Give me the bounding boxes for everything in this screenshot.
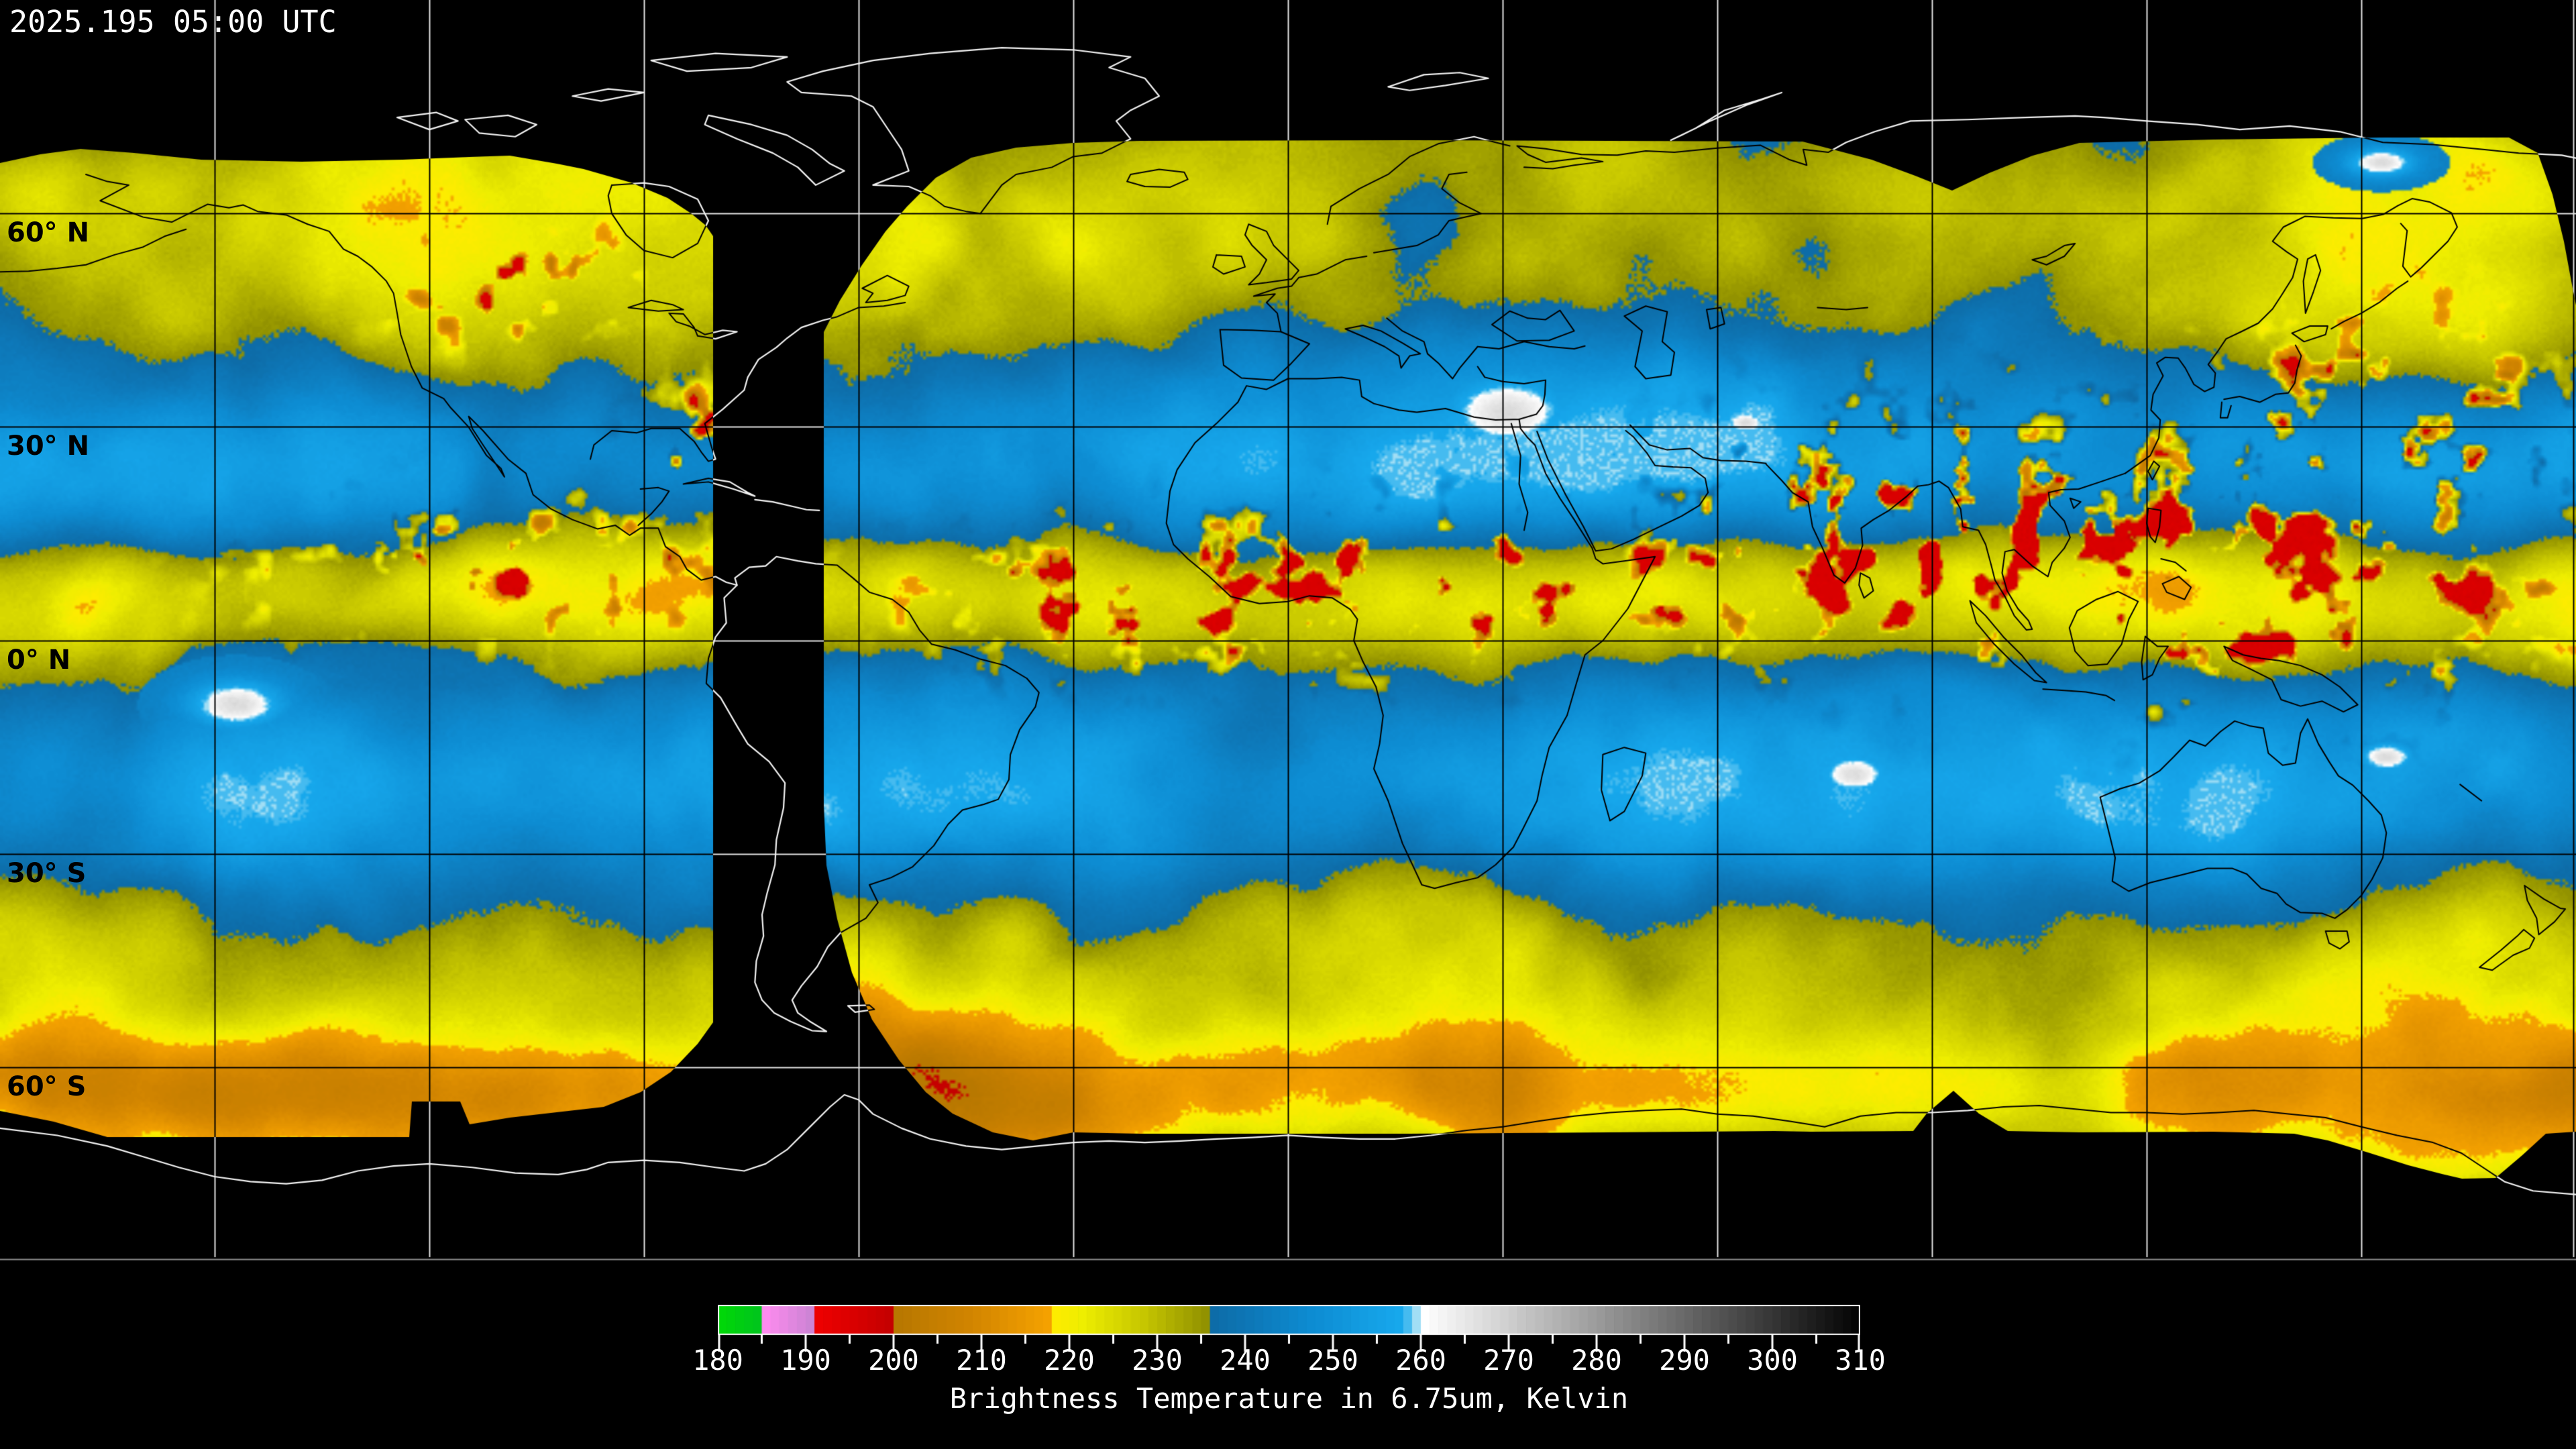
- latitude-label: 60° S: [7, 1071, 87, 1102]
- colorbar-tick-label: 190: [780, 1344, 831, 1377]
- map-canvas: [0, 0, 2576, 1281]
- colorbar-tick-label: 200: [868, 1344, 919, 1377]
- colorbar-tick-label: 250: [1307, 1344, 1358, 1377]
- latitude-label: 0° N: [7, 645, 71, 676]
- colorbar-tick-label: 300: [1747, 1344, 1798, 1377]
- colorbar-tick-label: 180: [692, 1344, 743, 1377]
- colorbar-tick-label: 210: [956, 1344, 1007, 1377]
- latitude-label: 30° S: [7, 858, 87, 889]
- colorbar-tick-label: 270: [1483, 1344, 1534, 1377]
- timestamp-label: 2025.195 05:00 UTC: [9, 4, 337, 40]
- colorbar-tick-label: 230: [1132, 1344, 1183, 1377]
- colorbar-caption: Brightness Temperature in 6.75um, Kelvin: [949, 1382, 1629, 1415]
- latitude-label: 30° N: [7, 431, 90, 462]
- colorbar-canvas: [718, 1305, 1860, 1353]
- latitude-label: 60° N: [7, 217, 90, 248]
- colorbar-tick-label: 260: [1395, 1344, 1446, 1377]
- colorbar-tick-label: 280: [1571, 1344, 1622, 1377]
- colorbar-tick-label: 220: [1044, 1344, 1095, 1377]
- colorbar-tick-label: 290: [1659, 1344, 1710, 1377]
- colorbar-tick-label: 240: [1220, 1344, 1271, 1377]
- colorbar-tick-label: 310: [1835, 1344, 1886, 1377]
